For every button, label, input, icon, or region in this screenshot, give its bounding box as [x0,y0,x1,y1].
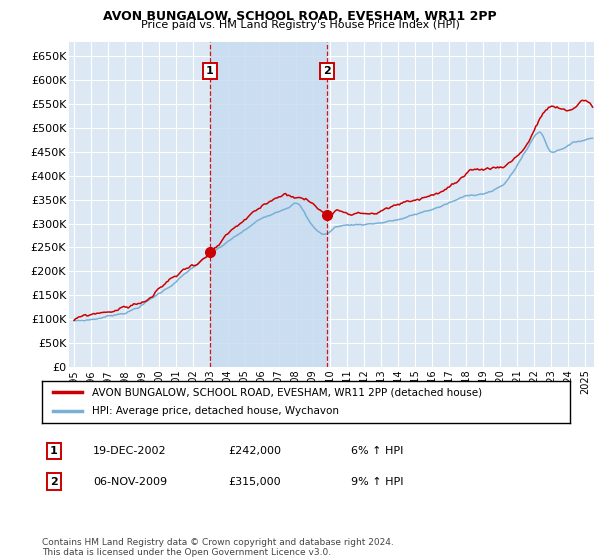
Text: 6% ↑ HPI: 6% ↑ HPI [351,446,403,456]
Text: HPI: Average price, detached house, Wychavon: HPI: Average price, detached house, Wych… [92,407,339,417]
Text: AVON BUNGALOW, SCHOOL ROAD, EVESHAM, WR11 2PP (detached house): AVON BUNGALOW, SCHOOL ROAD, EVESHAM, WR1… [92,387,482,397]
Text: 2: 2 [323,66,331,76]
Text: £315,000: £315,000 [228,477,281,487]
Text: £242,000: £242,000 [228,446,281,456]
Text: 2: 2 [50,477,58,487]
Text: 19-DEC-2002: 19-DEC-2002 [93,446,167,456]
Text: AVON BUNGALOW, SCHOOL ROAD, EVESHAM, WR11 2PP: AVON BUNGALOW, SCHOOL ROAD, EVESHAM, WR1… [103,10,497,23]
Text: 1: 1 [206,66,214,76]
Text: 06-NOV-2009: 06-NOV-2009 [93,477,167,487]
Bar [210,42,327,367]
Text: Contains HM Land Registry data © Crown copyright and database right 2024.
This d: Contains HM Land Registry data © Crown c… [42,538,394,557]
Text: 9% ↑ HPI: 9% ↑ HPI [351,477,404,487]
Text: Price paid vs. HM Land Registry's House Price Index (HPI): Price paid vs. HM Land Registry's House … [140,20,460,30]
Text: 1: 1 [50,446,58,456]
